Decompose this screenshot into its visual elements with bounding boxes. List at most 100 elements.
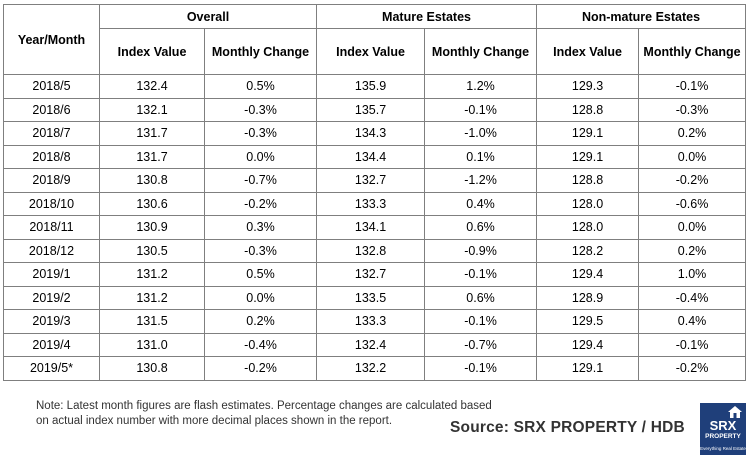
subheader-nonmature-change: Monthly Change <box>638 28 747 75</box>
cell-overall-index: 131.7 <box>99 121 205 146</box>
cell-overall-index: 130.9 <box>99 215 205 240</box>
cell-overall-index: 131.2 <box>99 285 205 310</box>
header-group-mature: Mature Estates <box>316 4 538 29</box>
cell-overall-change: -0.3% <box>203 238 318 263</box>
cell-mature-change: -1.2% <box>424 168 538 193</box>
cell-year-month: 2019/4 <box>3 332 100 357</box>
table-row: 2018/9 130.8 -0.7% 132.7 -1.2% 128.8 -0.2% <box>3 168 747 193</box>
cell-nonmature-change: -0.6% <box>638 191 747 216</box>
table-row: 2018/5 132.4 0.5% 135.9 1.2% 129.3 -0.1% <box>3 74 747 99</box>
cell-year-month: 2018/12 <box>3 238 100 263</box>
cell-overall-change: -0.7% <box>203 168 318 193</box>
cell-overall-change: 0.5% <box>203 262 318 287</box>
cell-overall-change: -0.3% <box>203 97 318 122</box>
cell-nonmature-change: -0.2% <box>638 356 747 381</box>
cell-nonmature-change: -0.1% <box>638 332 747 357</box>
table-row: 2018/11 130.9 0.3% 134.1 0.6% 128.0 0.0% <box>3 215 747 240</box>
cell-mature-change: 1.2% <box>424 74 538 99</box>
cell-mature-index: 132.4 <box>316 332 426 357</box>
cell-overall-change: 0.3% <box>203 215 318 240</box>
table-row: 2019/5* 130.8 -0.2% 132.2 -0.1% 129.1 -0.2% <box>3 356 747 381</box>
cell-overall-index: 131.0 <box>99 332 205 357</box>
table-header: Year/Month Overall Mature Estates Non-ma… <box>3 4 747 75</box>
subheader-mature-change: Monthly Change <box>424 28 538 75</box>
source-credit: Source: SRX PROPERTY / HDB <box>450 419 685 436</box>
srx-logo: SRX PROPERTY Everything Real Estate <box>700 403 746 455</box>
table-row: 2018/8 131.7 0.0% 134.4 0.1% 129.1 0.0% <box>3 144 747 169</box>
cell-year-month: 2018/9 <box>3 168 100 193</box>
hdb-resale-index-table: Year/Month Overall Mature Estates Non-ma… <box>3 4 747 381</box>
cell-mature-index: 133.3 <box>316 191 426 216</box>
cell-overall-change: 0.0% <box>203 144 318 169</box>
cell-mature-index: 134.1 <box>316 215 426 240</box>
table-row: 2019/1 131.2 0.5% 132.7 -0.1% 129.4 1.0% <box>3 262 747 287</box>
cell-year-month: 2018/7 <box>3 121 100 146</box>
table-row: 2018/10 130.6 -0.2% 133.3 0.4% 128.0 -0.6% <box>3 191 747 216</box>
cell-nonmature-change: 0.0% <box>638 215 747 240</box>
table-row: 2019/4 131.0 -0.4% 132.4 -0.7% 129.4 -0.1% <box>3 332 747 357</box>
cell-nonmature-index: 128.9 <box>536 285 640 310</box>
cell-mature-change: -0.1% <box>424 309 538 334</box>
cell-mature-change: -0.7% <box>424 332 538 357</box>
subheader-overall-index: Index Value <box>99 28 205 75</box>
cell-nonmature-index: 128.8 <box>536 97 640 122</box>
cell-mature-change: -1.0% <box>424 121 538 146</box>
cell-nonmature-index: 128.0 <box>536 191 640 216</box>
subheader-nonmature-index: Index Value <box>536 28 640 75</box>
cell-mature-change: -0.9% <box>424 238 538 263</box>
subheader-mature-index: Index Value <box>316 28 426 75</box>
cell-nonmature-change: -0.4% <box>638 285 747 310</box>
cell-mature-index: 134.3 <box>316 121 426 146</box>
cell-overall-change: -0.2% <box>203 191 318 216</box>
cell-year-month: 2019/1 <box>3 262 100 287</box>
cell-year-month: 2018/8 <box>3 144 100 169</box>
cell-overall-change: 0.5% <box>203 74 318 99</box>
cell-nonmature-change: 0.2% <box>638 238 747 263</box>
hdb-resale-index-table-container: Year/Month Overall Mature Estates Non-ma… <box>3 4 747 381</box>
cell-year-month: 2018/11 <box>3 215 100 240</box>
cell-overall-index: 132.1 <box>99 97 205 122</box>
cell-mature-index: 134.4 <box>316 144 426 169</box>
cell-year-month: 2019/5* <box>3 356 100 381</box>
cell-mature-index: 132.8 <box>316 238 426 263</box>
cell-overall-change: -0.3% <box>203 121 318 146</box>
cell-year-month: 2019/2 <box>3 285 100 310</box>
table-row: 2018/6 132.1 -0.3% 135.7 -0.1% 128.8 -0.3% <box>3 97 747 122</box>
cell-overall-change: -0.2% <box>203 356 318 381</box>
cell-overall-index: 131.7 <box>99 144 205 169</box>
cell-nonmature-change: 1.0% <box>638 262 747 287</box>
cell-nonmature-index: 129.5 <box>536 309 640 334</box>
header-group-overall: Overall <box>98 4 318 29</box>
logo-sub: PROPERTY <box>705 433 741 440</box>
table-row: 2019/3 131.5 0.2% 133.3 -0.1% 129.5 0.4% <box>3 309 747 334</box>
cell-nonmature-index: 128.2 <box>536 238 640 263</box>
house-icon <box>728 406 742 418</box>
cell-overall-index: 130.8 <box>99 168 205 193</box>
cell-mature-change: 0.6% <box>424 215 538 240</box>
cell-overall-index: 130.5 <box>99 238 205 263</box>
footnote: Note: Latest month figures are flash est… <box>36 400 492 427</box>
cell-mature-index: 132.7 <box>316 168 426 193</box>
cell-overall-index: 130.6 <box>99 191 205 216</box>
cell-overall-change: -0.4% <box>203 332 318 357</box>
cell-overall-index: 130.8 <box>99 356 205 381</box>
header-row-subheaders: Index Value Monthly Change Index Value M… <box>4 28 747 75</box>
cell-nonmature-change: -0.3% <box>638 97 747 122</box>
cell-overall-index: 132.4 <box>99 74 205 99</box>
cell-year-month: 2018/10 <box>3 191 100 216</box>
cell-mature-index: 135.9 <box>316 74 426 99</box>
cell-overall-index: 131.2 <box>99 262 205 287</box>
cell-nonmature-change: 0.4% <box>638 309 747 334</box>
cell-mature-index: 132.2 <box>316 356 426 381</box>
cell-year-month: 2019/3 <box>3 309 100 334</box>
cell-nonmature-change: 0.0% <box>638 144 747 169</box>
cell-mature-index: 133.3 <box>316 309 426 334</box>
header-year-month: Year/Month <box>3 4 100 75</box>
cell-mature-index: 133.5 <box>316 285 426 310</box>
cell-mature-change: 0.1% <box>424 144 538 169</box>
table-row: 2018/7 131.7 -0.3% 134.3 -1.0% 129.1 0.2% <box>3 121 747 146</box>
cell-mature-change: -0.1% <box>424 356 538 381</box>
cell-mature-index: 135.7 <box>316 97 426 122</box>
cell-mature-index: 132.7 <box>316 262 426 287</box>
cell-nonmature-index: 129.1 <box>536 356 640 381</box>
